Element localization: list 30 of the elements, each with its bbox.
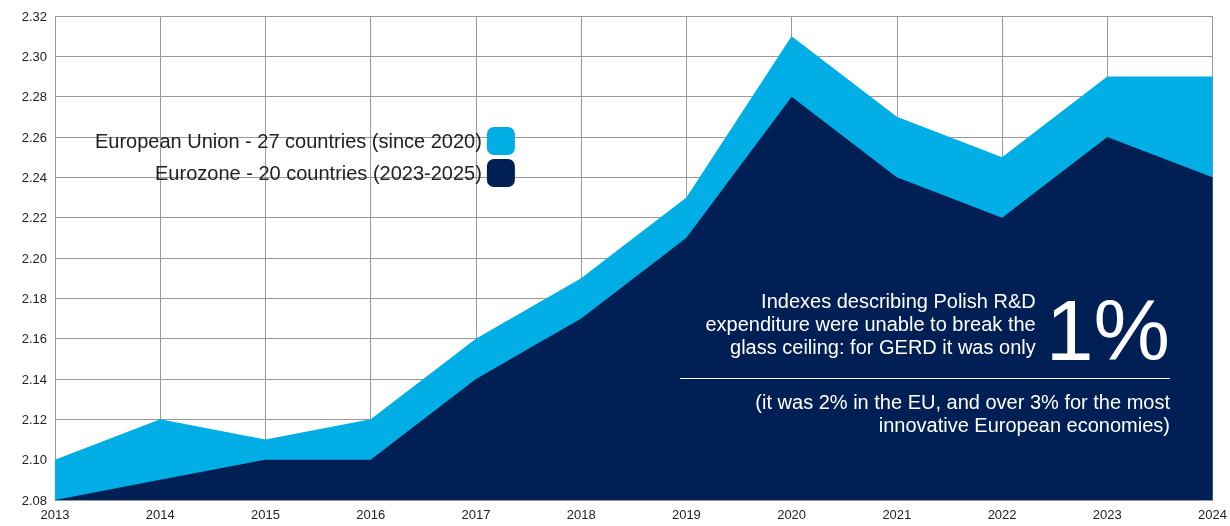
legend-label: Eurozone - 20 countries (2023-2025) xyxy=(155,162,482,184)
y-tick-label: 2.30 xyxy=(21,48,47,64)
y-tick-label: 2.10 xyxy=(21,452,47,468)
annotation: 1% xyxy=(1045,282,1170,378)
y-tick-label: 2.32 xyxy=(21,8,47,24)
annotation: Indexes describing Polish R&D expenditure were unable to break the glass ceiling: for GERD it was only xyxy=(704,290,1036,359)
y-tick-label: 2.14 xyxy=(21,371,47,387)
y-tick-label: 2.18 xyxy=(21,290,47,306)
x-tick-label: 2016 xyxy=(356,507,386,522)
legend-label: European Union - 27 countries (since 2020) xyxy=(94,130,482,152)
x-tick-label: 2018 xyxy=(566,507,596,522)
y-tick-label: 2.16 xyxy=(21,331,47,347)
x-tick-label: 2019 xyxy=(671,507,701,522)
x-tick-label: 2017 xyxy=(461,507,491,522)
x-tick-label: 2024 xyxy=(1198,507,1227,522)
x-tick-label: 2023 xyxy=(1092,507,1122,522)
y-tick-label: 2.20 xyxy=(21,250,47,266)
y-tick-label: 2.28 xyxy=(21,89,47,105)
y-tick-label: 2.26 xyxy=(21,129,47,145)
y-tick-label: 2.08 xyxy=(21,492,47,508)
x-tick-label: 2015 xyxy=(251,507,280,522)
x-tick-label: 2021 xyxy=(882,507,912,522)
x-tick-label: 2022 xyxy=(987,507,1017,522)
y-tick-label: 2.22 xyxy=(21,210,47,226)
x-tick-label: 2020 xyxy=(777,507,807,522)
y-tick-label: 2.24 xyxy=(21,169,47,185)
annotation: (it was 2% in the EU, and over 3% for the most innovative European economies) xyxy=(754,390,1170,437)
x-tick-label: 2013 xyxy=(40,507,70,522)
x-tick-label: 2014 xyxy=(145,507,175,522)
y-tick-label: 2.12 xyxy=(21,411,47,427)
